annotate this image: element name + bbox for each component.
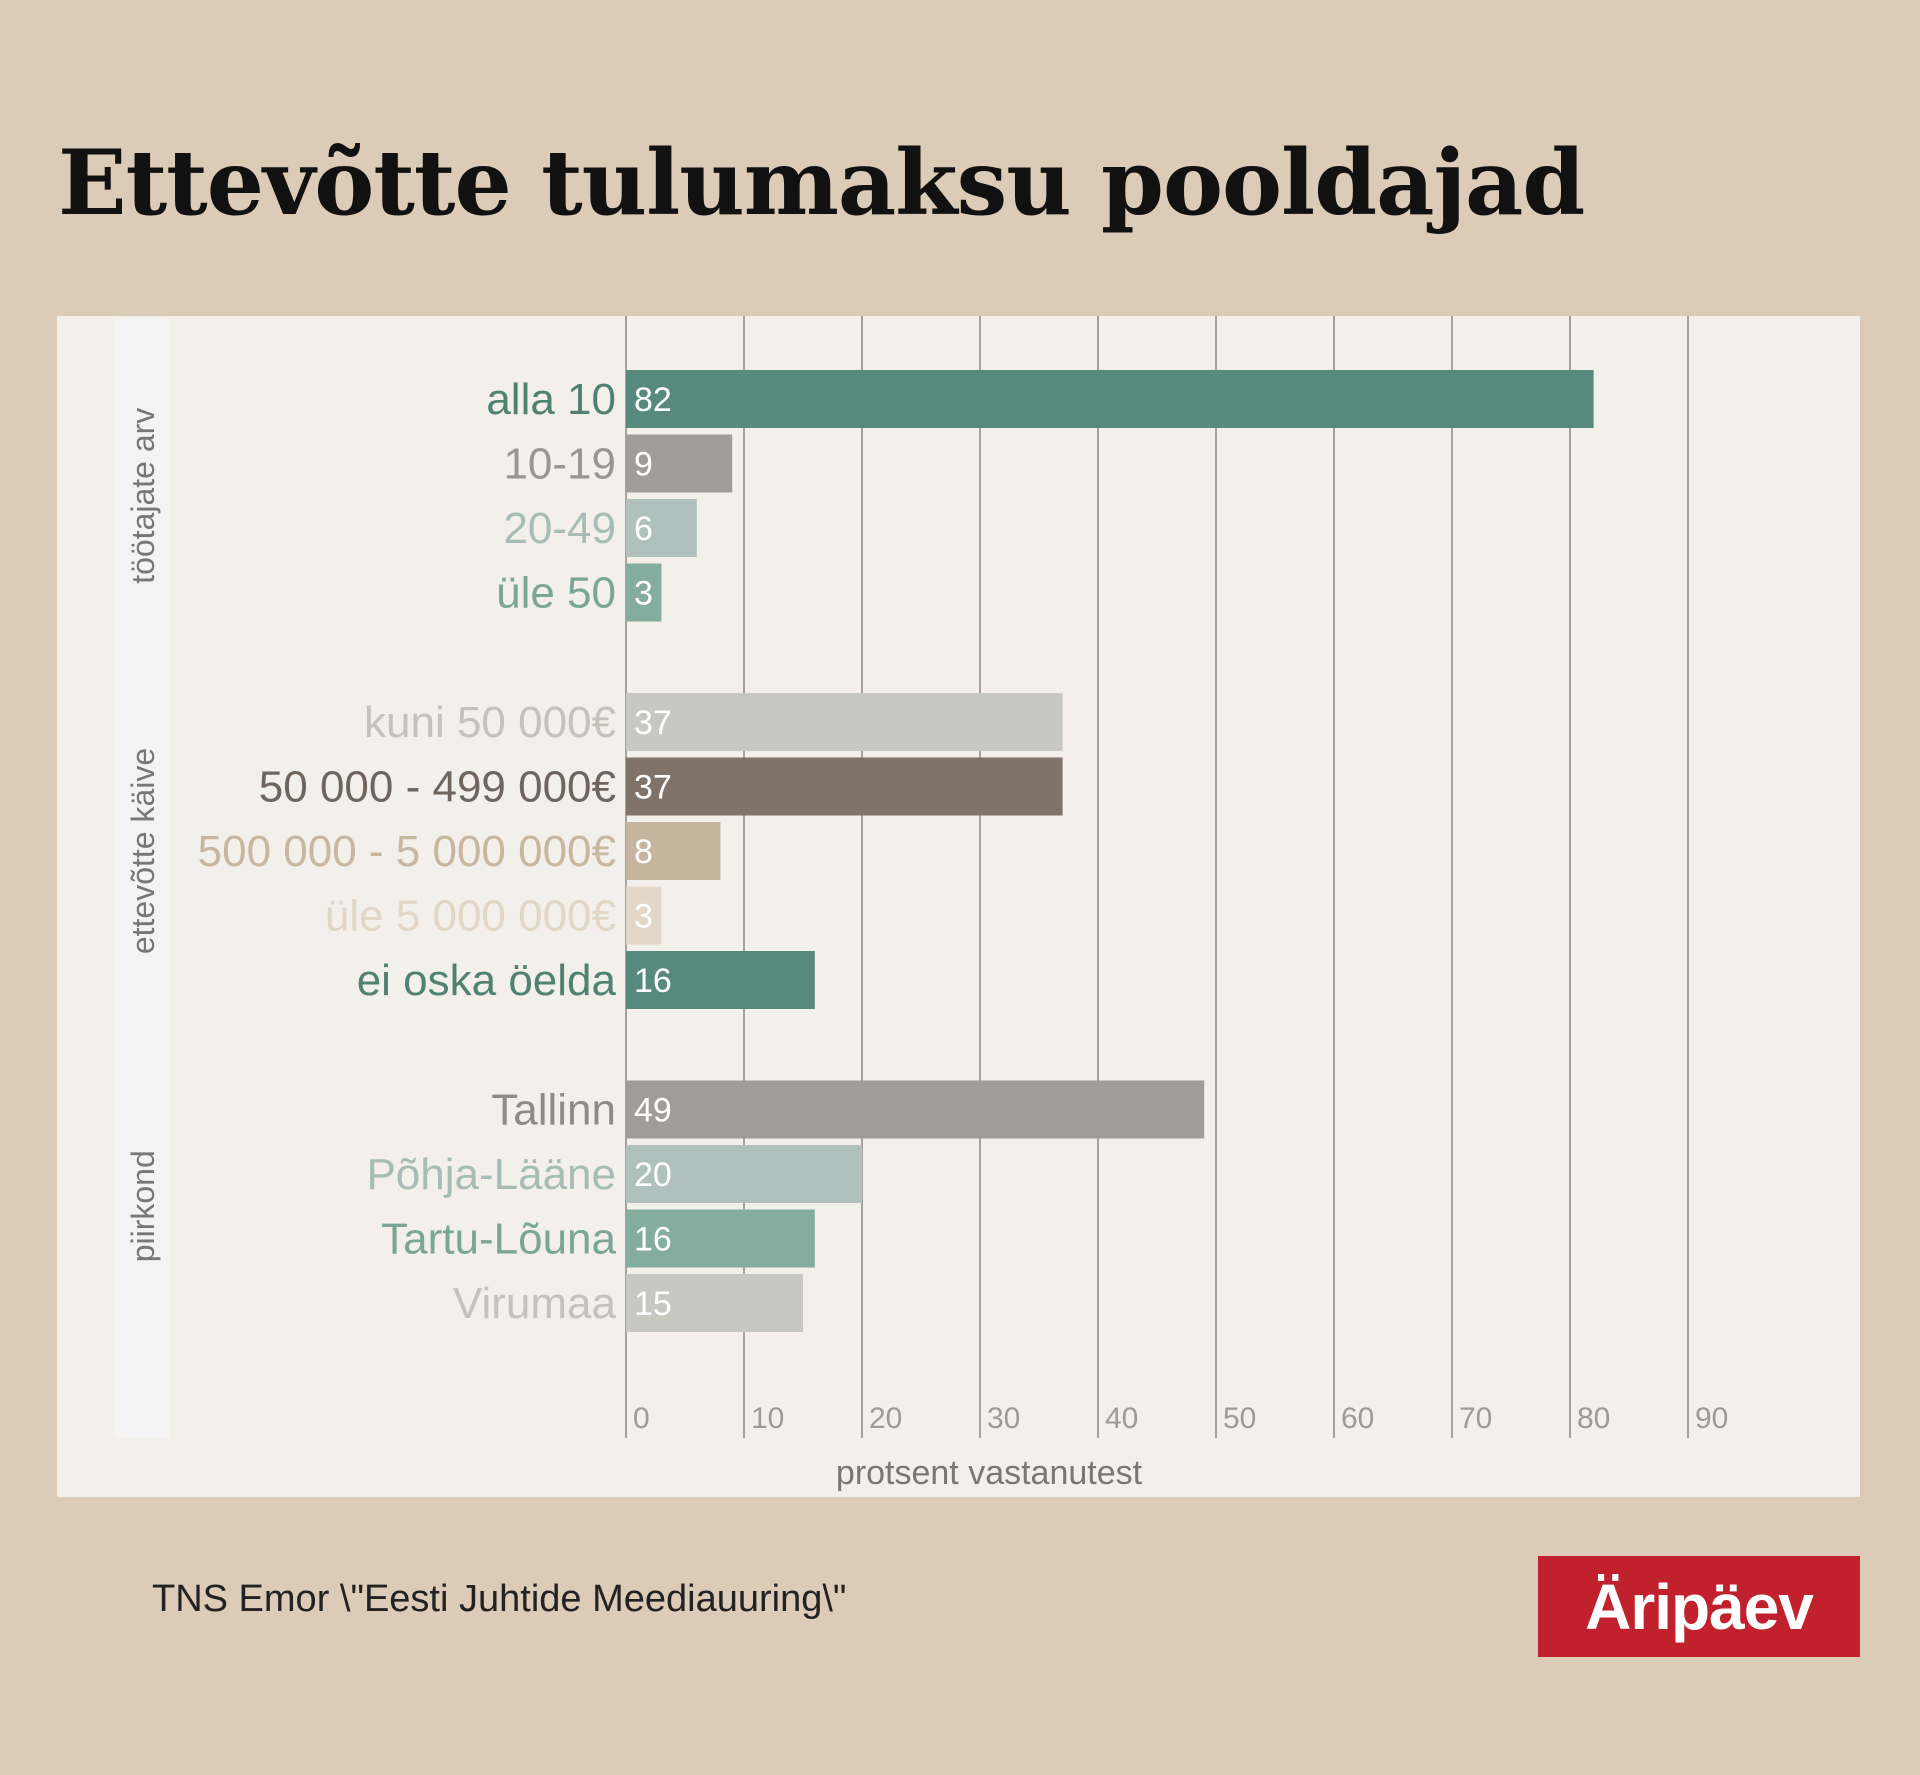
tick-label-70: 70 <box>1459 1402 1492 1435</box>
tick-label-60: 60 <box>1341 1402 1374 1435</box>
tick-label-30: 30 <box>987 1402 1020 1435</box>
tick-label-20: 20 <box>869 1402 902 1435</box>
gridlines <box>625 316 1689 1438</box>
tick-label-0: 0 <box>633 1402 650 1435</box>
category-label: üle 5 000 000€ <box>325 892 616 941</box>
bar-value-label: 82 <box>634 381 672 419</box>
tick-label-40: 40 <box>1105 1402 1138 1435</box>
bar <box>626 434 733 493</box>
bar-chart: 0 10 20 30 40 50 60 70 80 90 82 alla 10 9 10-19 6 20-49… <box>115 316 1728 1492</box>
category-label: Põhja-Lääne <box>366 1150 616 1199</box>
group-label: piirkond <box>125 1150 161 1262</box>
category-label: kuni 50 000€ <box>364 698 616 747</box>
bar-value-label: 20 <box>634 1156 672 1194</box>
bars <box>626 370 1594 1332</box>
bar-value-label: 6 <box>634 510 653 548</box>
category-label: alla 10 <box>486 375 616 424</box>
bar <box>626 1209 815 1268</box>
category-label: üle 50 <box>496 569 616 618</box>
category-label: Tallinn <box>491 1086 616 1135</box>
tick-label-50: 50 <box>1223 1402 1256 1435</box>
group-label: ettevõtte käive <box>125 748 161 954</box>
chart-title: Ettevõtte tulumaksu pooldajad <box>58 130 1585 236</box>
category-label: 20-49 <box>503 504 616 553</box>
bar <box>626 1145 862 1203</box>
tick-label-90: 90 <box>1695 1402 1728 1435</box>
bar <box>626 886 662 945</box>
bar <box>626 370 1594 428</box>
bar <box>626 822 721 880</box>
bar <box>626 499 697 557</box>
tick-label-80: 80 <box>1577 1402 1610 1435</box>
category-label: Virumaa <box>453 1279 617 1328</box>
bar <box>626 563 662 622</box>
bar-value-label: 16 <box>634 962 672 1000</box>
chart-panel: 0 10 20 30 40 50 60 70 80 90 82 alla 10 9 10-19 6 20-49… <box>57 316 1860 1497</box>
bar <box>626 693 1063 751</box>
bar-value-label: 37 <box>634 769 672 807</box>
bar <box>626 757 1063 816</box>
bar <box>626 1274 803 1332</box>
bar <box>626 951 815 1009</box>
group-label-band <box>115 318 170 1438</box>
category-label: Tartu-Lõuna <box>381 1215 616 1264</box>
bar-value-label: 37 <box>634 704 672 742</box>
bar-value-label: 8 <box>634 833 653 871</box>
category-label: ei oska öelda <box>357 956 617 1005</box>
group-label: töötajate arv <box>125 408 161 584</box>
labels: 0 10 20 30 40 50 60 70 80 90 82 alla 10 9 10-19 6 20-49… <box>125 375 1728 1435</box>
bar-value-label: 9 <box>634 446 653 484</box>
bar-value-label: 3 <box>634 898 653 936</box>
bar-value-label: 15 <box>634 1285 672 1323</box>
bar-value-label: 3 <box>634 575 653 613</box>
bar <box>626 1080 1205 1139</box>
aripaev-logo: Äripäev <box>1538 1556 1860 1657</box>
tick-label-10: 10 <box>751 1402 784 1435</box>
source-note: TNS Emor \"Eesti Juhtide Meediauuring\" <box>152 1578 847 1620</box>
x-axis-title: protsent vastanutest <box>836 1454 1143 1492</box>
bar-value-label: 16 <box>634 1221 672 1259</box>
category-label: 500 000 - 5 000 000€ <box>198 827 616 876</box>
category-label: 50 000 - 499 000€ <box>259 763 616 812</box>
bar-value-label: 49 <box>634 1092 672 1130</box>
category-label: 10-19 <box>503 440 616 489</box>
